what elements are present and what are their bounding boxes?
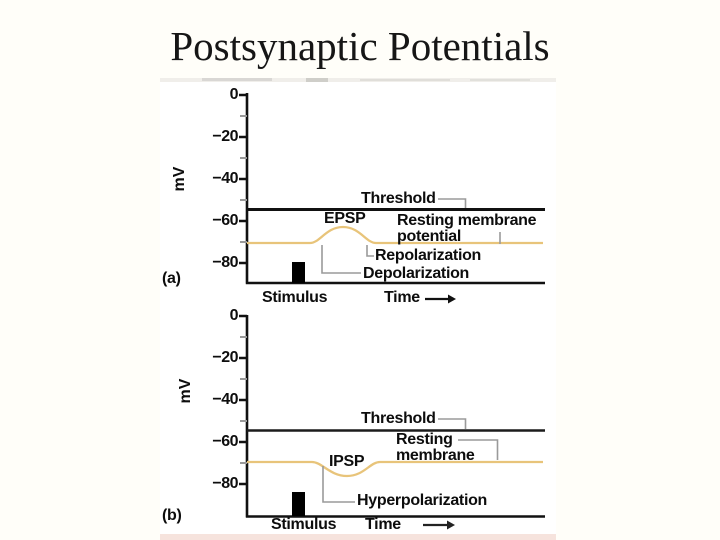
- panel-b-threshold-leader: [438, 418, 467, 429]
- panel-a-tick-0: 0: [229, 86, 239, 103]
- panel-a-label: (a): [162, 270, 181, 287]
- figure-bottom-edge: [160, 534, 556, 540]
- panel-a-stimulus-label: Stimulus: [262, 289, 328, 306]
- panel-b-time-arrow-icon: [423, 520, 455, 530]
- panel-b-hyperpolarization-label: Hyperpolarization: [357, 492, 488, 509]
- panel-b-resting-label-line2: membrane: [396, 447, 475, 464]
- panel-a-tick-20: −20: [212, 128, 238, 145]
- panel-a-time-label: Time: [384, 289, 420, 306]
- edge-smudge: [202, 78, 272, 81]
- panel-a-depolarization-leader: [321, 245, 361, 274]
- panel-a-threshold-label: Threshold: [361, 190, 436, 207]
- panel-a-repolarization-label: Repolarization: [375, 247, 482, 264]
- panel-a-membrane-trace: [247, 225, 543, 245]
- figure-image: mV 0 −20 −40 −60 −80 Threshold EPSP Rest…: [160, 78, 556, 540]
- panel-a-depolarization-label: Depolarization: [363, 265, 470, 282]
- panel-b-tick-20: −20: [212, 349, 238, 366]
- panel-a-threshold-leader: [438, 198, 467, 208]
- panel-a-tick-80: −80: [212, 254, 238, 271]
- panel-b-hyperpolarization-leader: [322, 466, 355, 503]
- panel-b-tick-0: 0: [229, 307, 239, 324]
- panel-a-epsp-label: EPSP: [324, 210, 366, 227]
- panel-a-resting-label-line2: potential: [397, 228, 461, 245]
- panel-b-stimulus-label: Stimulus: [271, 516, 337, 533]
- panel-b-tick-80: −80: [212, 475, 238, 492]
- panel-b-y-axis-label: mV: [177, 378, 194, 404]
- panel-a-tick-60: −60: [212, 212, 238, 229]
- panel-a-tick-40: −40: [212, 170, 238, 187]
- panel-b-threshold-label: Threshold: [361, 410, 436, 427]
- panel-b-resting-label-line1: Resting: [396, 431, 453, 448]
- panel-a-repolarization-leader: [366, 245, 374, 257]
- panel-a-time-arrow-icon: [425, 294, 456, 304]
- edge-smudge: [470, 79, 530, 81]
- slide-title: Postsynaptic Potentials: [170, 23, 550, 69]
- panel-b-label: (b): [162, 507, 182, 524]
- edge-smudge: [306, 78, 328, 82]
- panel-b-membrane-trace: [247, 460, 543, 478]
- panel-a-minor-ticks: [240, 115, 247, 243]
- figure-top-edge: [160, 78, 556, 82]
- panel-b-stimulus-bar: [292, 492, 305, 516]
- panel-b-ipsp-label: IPSP: [329, 453, 365, 470]
- figure-graphics: [239, 93, 545, 530]
- panel-b-tick-60: −60: [212, 433, 238, 450]
- panel-a-stimulus-bar: [292, 262, 305, 283]
- edge-smudge: [360, 79, 450, 81]
- panel-b-major-ticks: [239, 314, 247, 486]
- panel-a-major-ticks: [239, 93, 247, 265]
- panel-b-time-label: Time: [365, 516, 401, 533]
- panel-b-minor-ticks: [240, 336, 247, 464]
- panel-b-tick-40: −40: [212, 391, 238, 408]
- panel-b-resting-leader: [458, 439, 499, 460]
- panel-a-resting-label-line1: Resting membrane: [397, 212, 537, 229]
- panel-a-y-axis-label: mV: [171, 166, 188, 192]
